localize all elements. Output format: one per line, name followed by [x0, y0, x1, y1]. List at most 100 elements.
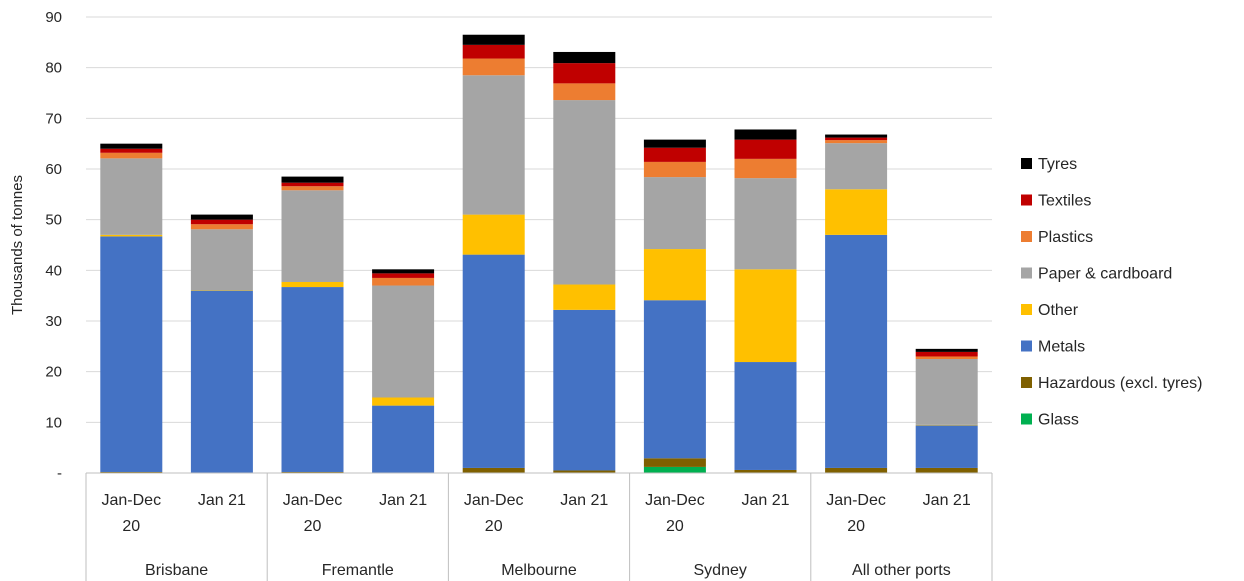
x-group-label: All other ports: [852, 562, 951, 579]
bar-segment-tyres: [643, 139, 706, 148]
bar-segment-tyres: [100, 143, 163, 149]
x-tick-label: 20: [666, 518, 684, 535]
x-tick-label: Jan 21: [198, 492, 246, 509]
x-tick-label: Jan-Dec: [464, 492, 524, 509]
x-tick-label: 20: [122, 518, 140, 535]
x-tick-label: 20: [847, 518, 865, 535]
bar-segment-metals: [190, 290, 253, 473]
bar-segment-textiles: [915, 351, 978, 357]
legend-label: Paper & cardboard: [1038, 266, 1172, 283]
legend-swatch: [1021, 304, 1032, 315]
bar-segment-other: [190, 290, 253, 291]
bar-segment-plastics: [825, 140, 888, 144]
bar-segment-metals: [915, 425, 978, 468]
x-group-label: Brisbane: [145, 562, 208, 579]
x-group-label: Fremantle: [322, 562, 394, 579]
bar-segment-paper-cardboard: [825, 143, 888, 190]
bar-segment-other: [553, 284, 616, 310]
bar-segment-paper-cardboard: [462, 75, 525, 215]
legend-swatch: [1021, 267, 1032, 279]
bar-segment-textiles: [553, 63, 616, 84]
bar-segment-hazardous-excl-tyres: [643, 458, 706, 467]
legend-label: Metals: [1038, 339, 1085, 356]
x-group-label: Melbourne: [501, 562, 577, 579]
bar-segment-textiles: [281, 182, 344, 187]
bar-segment-hazardous-excl-tyres: [100, 471, 163, 473]
bar-segment-plastics: [372, 277, 435, 286]
legend-label: Textiles: [1038, 193, 1091, 210]
bar-segment-paper-cardboard: [190, 229, 253, 291]
bar-segment-other: [734, 269, 797, 363]
bar-segment-hazardous-excl-tyres: [825, 467, 888, 473]
bar-segment-tyres: [825, 134, 888, 138]
bar-segment-glass: [643, 466, 706, 473]
bar-segment-plastics: [643, 161, 706, 178]
legend-label: Plastics: [1038, 229, 1093, 246]
bar-segment-hazardous-excl-tyres: [734, 469, 797, 473]
x-tick-label: 20: [485, 518, 503, 535]
bar-segment-paper-cardboard: [734, 178, 797, 270]
x-tick-label: Jan-Dec: [826, 492, 886, 509]
x-tick-label: Jan 21: [741, 492, 789, 509]
legend-label: Glass: [1038, 412, 1079, 429]
bar-segment-textiles: [643, 147, 706, 162]
y-tick-label: 20: [45, 364, 62, 381]
legend-label: Other: [1038, 302, 1079, 319]
bar-segment-plastics: [190, 224, 253, 230]
bar-segment-plastics: [915, 356, 978, 359]
bar-segment-plastics: [281, 186, 344, 191]
legend-swatch: [1021, 231, 1032, 242]
bar-segment-textiles: [100, 148, 163, 153]
legend-swatch: [1021, 377, 1032, 388]
x-axis: Jan-Dec 20 Jan 21 Brisbane Jan-Dec 20 Jan 21 Fr…: [85, 472, 993, 581]
bar-segment-paper-cardboard: [372, 285, 435, 398]
bar-segment-tyres: [462, 34, 525, 45]
bar-segment-other: [825, 189, 888, 235]
y-tick-label: 50: [45, 212, 62, 229]
bar-segment-plastics: [462, 58, 525, 76]
y-axis: - 10 20 30 40 50 60 70 80 90: [45, 9, 62, 482]
legend-swatch: [1021, 194, 1032, 206]
bar-segment-plastics: [553, 83, 616, 101]
bar-segment-plastics: [100, 152, 163, 159]
y-tick-label: 30: [45, 313, 62, 330]
bar-segment-metals: [734, 362, 797, 470]
x-tick-label: 20: [304, 518, 322, 535]
bar-segment-textiles: [734, 139, 797, 159]
legend-swatch: [1021, 413, 1032, 425]
bar-segment-tyres: [734, 129, 797, 140]
x-tick-label: Jan 21: [560, 492, 608, 509]
y-axis-title: Thousands of tonnes: [9, 175, 26, 315]
bar-stacks: [100, 34, 978, 473]
x-tick-label: Jan-Dec: [102, 492, 162, 509]
legend-label: Tyres: [1038, 156, 1077, 173]
x-group-label: Sydney: [694, 562, 747, 579]
bar-segment-hazardous-excl-tyres: [915, 467, 978, 473]
bar-segment-other: [372, 397, 435, 406]
bar-segment-metals: [281, 287, 344, 472]
y-tick-label: 90: [45, 9, 62, 26]
bar-segment-tyres: [372, 269, 435, 274]
bar-segment-metals: [643, 300, 706, 459]
bar-segment-textiles: [825, 137, 888, 141]
x-tick-label: Jan-Dec: [645, 492, 705, 509]
bar-segment-metals: [462, 254, 525, 468]
bar-segment-textiles: [462, 44, 525, 59]
bar-segment-metals: [553, 309, 616, 471]
bar-segment-tyres: [190, 214, 253, 220]
bar-segment-hazardous-excl-tyres: [462, 467, 525, 473]
bar-segment-tyres: [553, 51, 616, 64]
bar-segment-textiles: [190, 219, 253, 225]
legend-label: Hazardous (excl. tyres): [1038, 375, 1203, 392]
bar-segment-tyres: [281, 176, 344, 183]
y-tick-label: 80: [45, 60, 62, 77]
bar-segment-other: [915, 424, 978, 426]
bar-segment-paper-cardboard: [100, 158, 163, 235]
bar-segment-textiles: [372, 273, 435, 278]
y-tick-label: -: [57, 465, 62, 482]
bar-segment-metals: [372, 405, 435, 473]
legend-swatch: [1021, 158, 1032, 169]
legend-swatch: [1021, 340, 1032, 352]
bar-segment-paper-cardboard: [915, 359, 978, 425]
